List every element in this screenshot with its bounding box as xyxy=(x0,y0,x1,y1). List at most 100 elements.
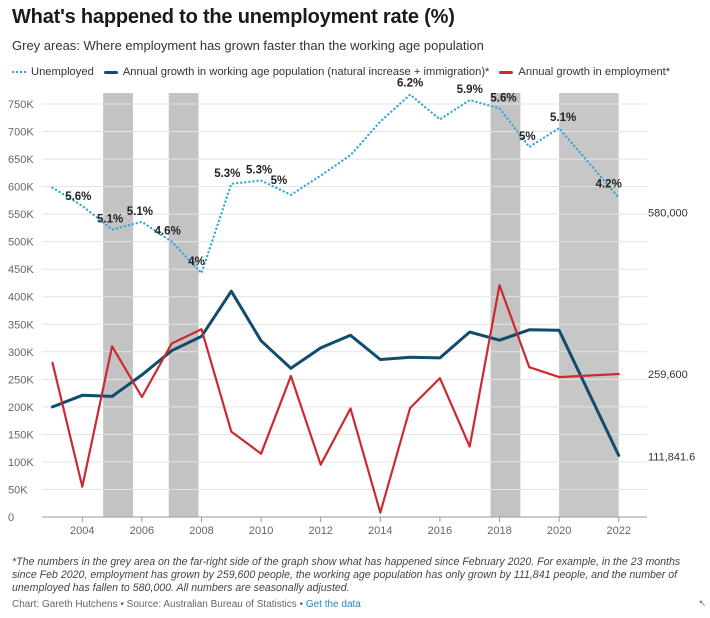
series-0-point-18 xyxy=(617,196,620,199)
end-label-unemployed: 580,000 xyxy=(648,208,688,220)
x-tick-label-0: 2004 xyxy=(70,525,94,537)
x-tick-label-2: 2008 xyxy=(189,525,213,537)
series-0-point-14 xyxy=(468,99,471,102)
y-tick-label-15: 750K xyxy=(8,99,34,111)
rate-label-12: 6.2% xyxy=(397,78,423,90)
legend-label-population: Annual growth in working age population … xyxy=(122,66,490,78)
legend-item-population: Annual growth in working age population … xyxy=(103,66,490,78)
y-tick-label-10: 500K xyxy=(8,237,34,249)
series-2-point-11 xyxy=(379,511,382,514)
series-0-point-5 xyxy=(200,272,203,275)
series-1-point-1 xyxy=(81,394,84,397)
series-line-1 xyxy=(51,289,621,457)
end-label-employment: 259,600 xyxy=(648,369,688,381)
series-1-point-3 xyxy=(141,374,144,377)
x-tick-label-3: 2010 xyxy=(249,525,273,537)
y-tick-label-13: 650K xyxy=(8,154,34,166)
series-0-point-16 xyxy=(528,146,531,149)
series-1-point-8 xyxy=(290,367,293,370)
legend-label-unemployed: Unemployed xyxy=(31,66,94,78)
series-2-point-12 xyxy=(409,407,412,410)
series-0-point-3 xyxy=(141,220,144,223)
series-2-point-8 xyxy=(290,375,293,378)
series-2-point-9 xyxy=(319,463,322,466)
rate-label-15: 5.6% xyxy=(490,92,516,104)
y-tick-label-0: 0 xyxy=(8,512,14,524)
series-2-point-16 xyxy=(528,366,531,369)
series-line-2 xyxy=(51,284,620,514)
grey-band-0 xyxy=(103,93,133,517)
legend-label-employment: Annual growth in employment* xyxy=(518,66,671,78)
series-2-point-17 xyxy=(558,376,561,379)
series-0-point-9 xyxy=(319,174,322,177)
grey-band-3 xyxy=(559,93,619,517)
x-tick-label-8: 2020 xyxy=(547,525,571,537)
y-tick-label-4: 200K xyxy=(8,402,34,414)
y-tick-label-9: 450K xyxy=(8,264,34,276)
series-0-point-6 xyxy=(230,182,233,185)
rate-label-7: 5.3% xyxy=(246,165,272,177)
y-tick-label-8: 400K xyxy=(8,292,34,304)
series-2-point-1 xyxy=(81,485,84,488)
legend: Unemployed Annual growth in working age … xyxy=(12,66,680,78)
credit-text: Chart: Gareth Hutchens • Source: Austral… xyxy=(12,599,304,610)
series-2-point-2 xyxy=(111,345,114,348)
legend-swatch-unemployed xyxy=(12,71,26,73)
rate-label-4: 4.6% xyxy=(155,226,181,238)
y-tick-label-2: 100K xyxy=(8,457,34,469)
x-tick-label-5: 2014 xyxy=(368,525,392,537)
rate-label-5: 4% xyxy=(188,256,205,268)
series-0-point-4 xyxy=(170,240,173,243)
rate-label-2: 5.1% xyxy=(97,214,123,226)
series-2-point-7 xyxy=(260,452,263,455)
chart-subtitle: Grey areas: Where employment has grown f… xyxy=(12,38,484,53)
x-tick-label-4: 2012 xyxy=(308,525,332,537)
rate-label-17: 5.1% xyxy=(550,112,576,124)
series-2-point-13 xyxy=(439,377,442,380)
series-0-point-8 xyxy=(290,193,293,196)
series-0-point-11 xyxy=(379,120,382,123)
series-1-point-16 xyxy=(528,328,531,331)
y-tick-label-3: 150K xyxy=(8,429,34,441)
cursor-icon: ↖ xyxy=(698,598,706,608)
legend-item-employment: Annual growth in employment* xyxy=(499,66,670,78)
y-tick-label-6: 300K xyxy=(8,347,34,359)
series-0-point-10 xyxy=(349,154,352,157)
rate-label-16: 5% xyxy=(519,131,536,143)
series-0-point-2 xyxy=(111,228,114,231)
series-2-point-18 xyxy=(617,373,620,376)
series-2-point-6 xyxy=(230,430,233,433)
y-tick-label-12: 600K xyxy=(8,182,34,194)
y-tick-label-1: 50K xyxy=(8,484,28,496)
series-1-point-13 xyxy=(439,356,442,359)
chart-title: What's happened to the unemployment rate… xyxy=(12,6,455,28)
legend-item-unemployed: Unemployed xyxy=(12,66,94,78)
series-1-point-14 xyxy=(468,331,471,334)
series-0-point-17 xyxy=(558,127,561,130)
series-0-point-0 xyxy=(51,186,54,189)
y-tick-label-11: 550K xyxy=(8,209,34,221)
series-2-point-15 xyxy=(498,284,501,287)
credit-line: Chart: Gareth Hutchens • Source: Austral… xyxy=(12,599,361,610)
rate-label-8: 5% xyxy=(271,175,288,187)
series-2-point-3 xyxy=(141,396,144,399)
series-line-0 xyxy=(51,93,620,275)
y-tick-label-7: 350K xyxy=(8,319,34,331)
rate-label-18: 4.2% xyxy=(596,179,622,191)
rate-label-3: 5.1% xyxy=(127,206,153,218)
series-1-point-2 xyxy=(111,395,114,398)
series-1-point-11 xyxy=(379,358,382,361)
x-tick-label-1: 2006 xyxy=(130,525,154,537)
rate-label-14: 5.9% xyxy=(457,84,483,96)
rate-label-6: 5.3% xyxy=(214,168,240,180)
series-1-point-17 xyxy=(558,329,561,332)
series-2-point-4 xyxy=(170,342,173,345)
legend-swatch-employment xyxy=(499,70,514,74)
grey-band-1 xyxy=(168,93,199,517)
y-tick-label-14: 700K xyxy=(8,127,34,139)
series-2-point-14 xyxy=(468,445,471,448)
series-2-point-5 xyxy=(200,328,203,331)
y-tick-label-5: 250K xyxy=(8,374,34,386)
get-the-data-link[interactable]: Get the data xyxy=(305,599,361,610)
series-1-point-15 xyxy=(498,339,501,342)
